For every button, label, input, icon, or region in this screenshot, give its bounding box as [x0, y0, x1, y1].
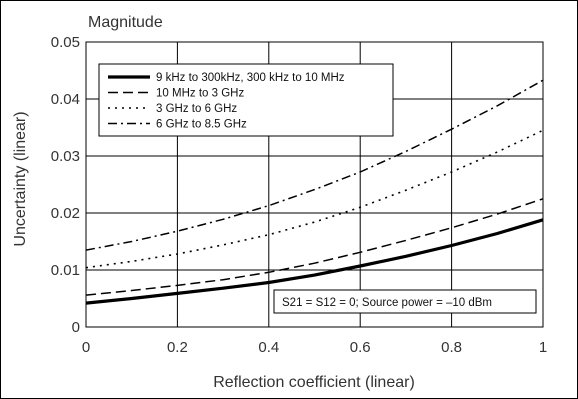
- x-tick-label: 0.8: [441, 339, 462, 356]
- tick-labels: 0 0.2 0.4 0.6 0.8 1 0 0.01 0.02 0.03 0.04 0.05: [51, 34, 547, 356]
- conditions-note-box: [273, 289, 537, 314]
- series-line: [85, 79, 544, 251]
- series-line: [85, 198, 544, 296]
- legend-label: 6 GHz to 8.5 GHz: [156, 119, 247, 131]
- x-axis-label: Reflection coefficient (linear): [213, 374, 415, 391]
- y-tick-label: 0: [72, 319, 80, 336]
- plot-area: [85, 41, 544, 328]
- x-tick-label: 0: [82, 339, 90, 356]
- x-tick-label: 0.6: [350, 339, 371, 356]
- x-tick-label: 1: [539, 339, 547, 356]
- conditions-note-text: S21 = S12 = 0; Source power = –10 dBm: [282, 297, 492, 309]
- y-axis-label: Uncertainty (linear): [12, 111, 29, 246]
- legend-label: 9 kHz to 300kHz, 300 kHz to 10 MHz: [156, 72, 345, 84]
- legend-label: 10 MHz to 3 GHz: [156, 88, 244, 100]
- y-tick-label: 0.05: [51, 34, 80, 51]
- legend-label: 3 GHz to 6 GHz: [156, 103, 237, 115]
- series-line: [85, 218, 544, 305]
- series-lines: [85, 79, 544, 305]
- y-tick-label: 0.04: [51, 91, 80, 108]
- series-line: [85, 129, 544, 269]
- x-tick-label: 0.2: [167, 339, 188, 356]
- legend: 9 kHz to 300kHz, 300 kHz to 10 MHz 10 MHz…: [98, 63, 394, 137]
- y-tick-label: 0.02: [51, 205, 80, 222]
- chart-title: Magnitude: [88, 14, 163, 31]
- conditions-note: S21 = S12 = 0; Source power = –10 dBm: [273, 289, 537, 314]
- y-tick-label: 0.01: [51, 262, 80, 279]
- y-tick-label: 0.03: [51, 148, 80, 165]
- x-tick-label: 0.4: [258, 339, 279, 356]
